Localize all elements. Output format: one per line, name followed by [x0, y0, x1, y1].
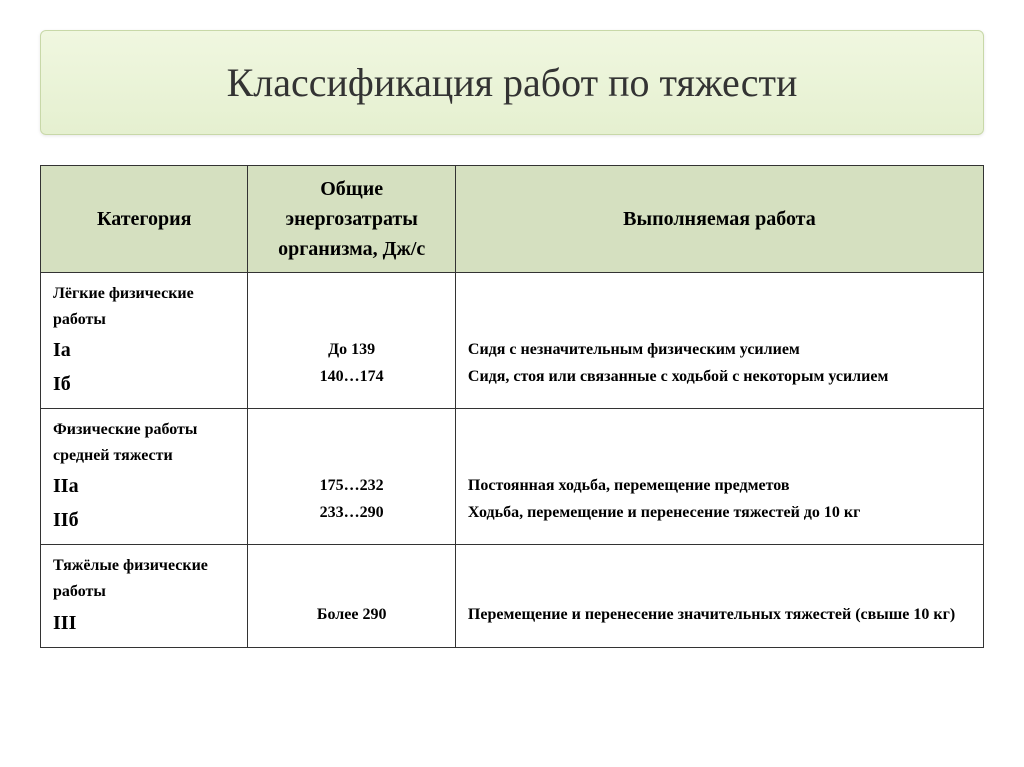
category-code: IIа	[53, 470, 235, 502]
category-code: Iа	[53, 334, 235, 366]
category-code: Iб	[53, 368, 235, 400]
work-cell: Сидя с незначительным физическим усилием…	[455, 273, 983, 409]
energy-value: 233…290	[320, 504, 384, 521]
category-cell: Тяжёлые физические работы III	[41, 545, 248, 647]
title-box: Классификация работ по тяжести	[40, 30, 984, 135]
energy-value: 175…232	[320, 477, 384, 494]
work-cell: Перемещение и перенесение значительных т…	[455, 545, 983, 647]
category-label: Лёгкие физические работы	[53, 281, 235, 332]
work-description: Постоянная ходьба, перемещение предметов	[468, 472, 971, 499]
category-code: III	[53, 607, 235, 639]
category-label: Тяжёлые физические работы	[53, 553, 235, 604]
work-description: Сидя с незначительным физическим усилием	[468, 336, 971, 363]
table-row: Тяжёлые физические работы III Более 290 …	[41, 545, 984, 647]
category-cell: Лёгкие физические работы Iа Iб	[41, 273, 248, 409]
category-label: Физические работы средней тяжести	[53, 417, 235, 468]
table-row: Лёгкие физические работы Iа Iб До 139 14…	[41, 273, 984, 409]
energy-value: 140…174	[320, 368, 384, 385]
work-description: Ходьба, перемещение и перенесение тяжест…	[468, 499, 971, 526]
work-description: Перемещение и перенесение значительных т…	[468, 601, 971, 628]
energy-cell: 175…232 233…290	[248, 409, 455, 545]
header-energy: Общие энергозатраты организма, Дж/с	[248, 166, 455, 273]
table-row: Физические работы средней тяжести IIа II…	[41, 409, 984, 545]
table-header-row: Категория Общие энергозатраты организма,…	[41, 166, 984, 273]
energy-value: Более 290	[317, 606, 387, 623]
work-description: Сидя, стоя или связанные с ходьбой с нек…	[468, 363, 971, 390]
page-title: Классификация работ по тяжести	[61, 59, 963, 106]
classification-table: Категория Общие энергозатраты организма,…	[40, 165, 984, 648]
header-category: Категория	[41, 166, 248, 273]
energy-cell: Более 290	[248, 545, 455, 647]
category-code: IIб	[53, 504, 235, 536]
energy-value: До 139	[328, 341, 375, 358]
category-cell: Физические работы средней тяжести IIа II…	[41, 409, 248, 545]
energy-cell: До 139 140…174	[248, 273, 455, 409]
work-cell: Постоянная ходьба, перемещение предметов…	[455, 409, 983, 545]
header-work: Выполняемая работа	[455, 166, 983, 273]
